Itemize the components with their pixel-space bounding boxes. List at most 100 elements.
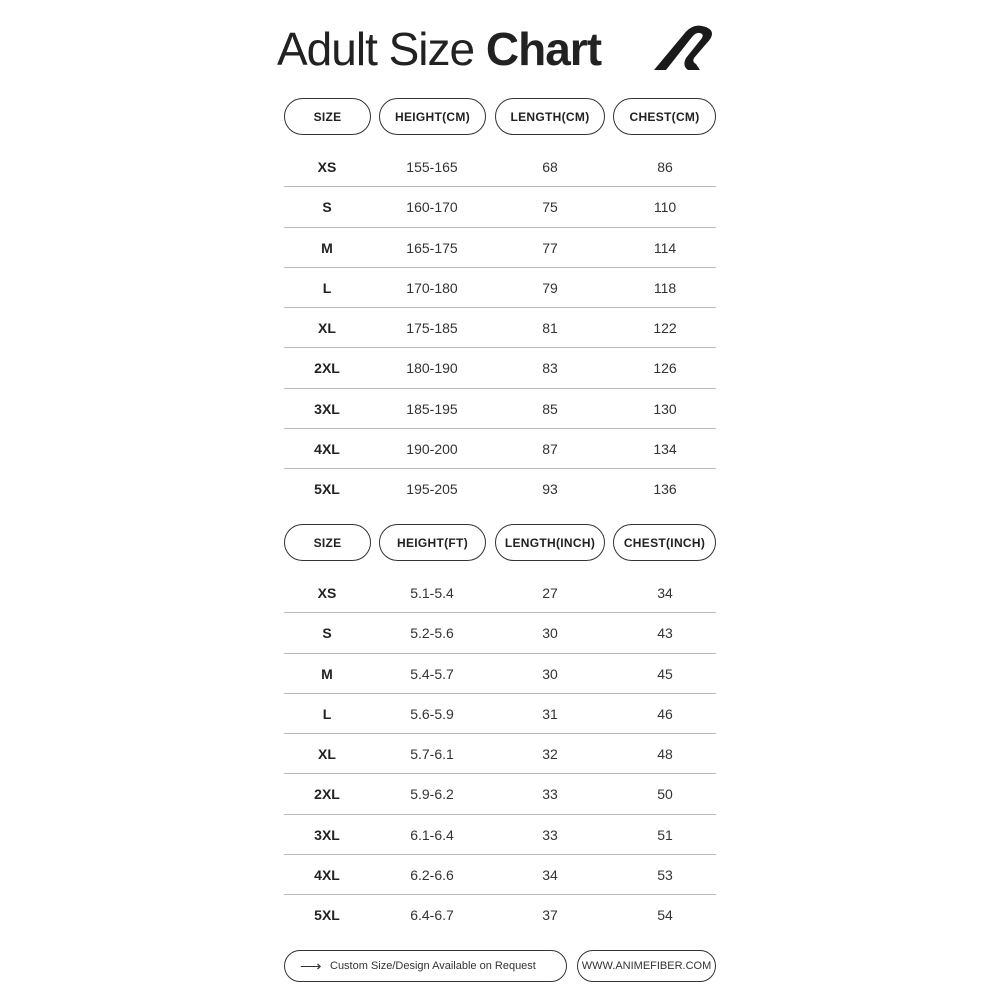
custom-request-label: Custom Size/Design Available on Request (330, 960, 536, 972)
value-cell: 165-175 (406, 239, 458, 256)
website-link[interactable]: WWW.ANIMEFIBER.COM (577, 950, 716, 982)
brand-logo-icon (654, 25, 712, 70)
value-cell: 79 (542, 279, 558, 296)
table-row: 2XL 5.9-6.2 33 50 (284, 774, 716, 815)
value-cell: 32 (542, 746, 558, 763)
value-cell: 136 (653, 481, 677, 498)
size-cell: L (322, 279, 332, 296)
value-cell: 160-170 (406, 199, 458, 216)
page-title: Adult Size Chart (277, 22, 602, 76)
website-label: WWW.ANIMEFIBER.COM (581, 960, 712, 972)
value-cell: 68 (542, 159, 558, 175)
value-cell: 114 (653, 239, 677, 256)
table-row: L 170-180 79 118 (284, 268, 716, 309)
value-cell: 30 (542, 665, 558, 682)
table-row: XL 5.7-6.1 32 48 (284, 734, 716, 775)
value-cell: 77 (542, 239, 558, 256)
value-cell: 118 (653, 279, 677, 296)
size-cell: 5XL (314, 907, 340, 924)
column-header: SIZE (284, 524, 371, 561)
size-cell: 4XL (314, 441, 340, 458)
table-row: M 165-175 77 114 (284, 228, 716, 268)
size-cell: XL (318, 746, 336, 763)
value-cell: 48 (657, 746, 673, 763)
value-cell: 45 (657, 665, 673, 682)
custom-request-pill: ⟶ Custom Size/Design Available on Reques… (284, 950, 567, 982)
value-cell: 5.6-5.9 (410, 705, 454, 722)
value-cell: 30 (542, 625, 558, 642)
value-cell: 43 (657, 625, 673, 642)
table-row: 3XL 185-195 85 130 (284, 389, 716, 430)
column-header: LENGTH(CM) (495, 98, 605, 135)
value-cell: 190-200 (406, 441, 458, 458)
value-cell: 86 (657, 159, 673, 175)
value-cell: 34 (542, 867, 558, 884)
size-cell: 5XL (314, 481, 340, 498)
size-cell: S (322, 199, 332, 216)
size-cell: XS (317, 159, 337, 175)
table-row: XS 5.1-5.4 27 34 (284, 573, 716, 614)
value-cell: 6.1-6.4 (410, 826, 454, 843)
table-row: XS 155-165 68 86 (284, 147, 716, 188)
value-cell: 5.4-5.7 (410, 665, 454, 682)
column-header: HEIGHT(FT) (379, 524, 486, 561)
column-header: SIZE (284, 98, 371, 135)
value-cell: 6.2-6.6 (410, 867, 454, 884)
value-cell: 53 (657, 867, 673, 884)
arrow-right-icon: ⟶ (300, 958, 322, 975)
value-cell: 31 (542, 705, 558, 722)
value-cell: 83 (542, 360, 558, 377)
table-header: SIZE HEIGHT(CM) LENGTH(CM) CHEST(CM) (284, 98, 716, 135)
column-header: CHEST(CM) (613, 98, 716, 135)
title-light: Adult Size (277, 23, 486, 75)
column-header: CHEST(INCH) (613, 524, 716, 561)
table-header: SIZE HEIGHT(FT) LENGTH(INCH) CHEST(INCH) (284, 524, 716, 561)
size-table-metric: SIZE HEIGHT(CM) LENGTH(CM) CHEST(CM) XS 155-1… (284, 98, 716, 510)
size-cell: S (322, 625, 332, 642)
table-row: XL 175-185 81 122 (284, 308, 716, 349)
size-table-imperial: SIZE HEIGHT(FT) LENGTH(INCH) CHEST(INCH) XS 5… (284, 524, 716, 936)
table-row: 4XL 6.2-6.6 34 53 (284, 855, 716, 896)
value-cell: 5.9-6.2 (410, 786, 454, 803)
value-cell: 134 (653, 441, 677, 458)
value-cell: 170-180 (406, 279, 458, 296)
value-cell: 180-190 (406, 360, 458, 377)
table-row: 2XL 180-190 83 126 (284, 348, 716, 389)
value-cell: 5.7-6.1 (410, 746, 454, 763)
value-cell: 130 (653, 400, 677, 417)
value-cell: 175-185 (406, 320, 458, 337)
table-row: S 5.2-5.6 30 43 (284, 613, 716, 654)
value-cell: 155-165 (406, 159, 458, 175)
value-cell: 93 (542, 481, 558, 498)
table-row: L 5.6-5.9 31 46 (284, 694, 716, 735)
value-cell: 33 (542, 826, 558, 843)
size-cell: 2XL (314, 360, 340, 377)
value-cell: 27 (542, 585, 558, 601)
value-cell: 110 (653, 199, 677, 216)
size-cell: 2XL (314, 786, 340, 803)
size-cell: 3XL (314, 400, 340, 417)
value-cell: 50 (657, 786, 673, 803)
value-cell: 75 (542, 199, 558, 216)
size-cell: XL (318, 320, 336, 337)
value-cell: 126 (653, 360, 677, 377)
table-row: 4XL 190-200 87 134 (284, 429, 716, 470)
value-cell: 81 (542, 320, 558, 337)
size-cell: L (322, 705, 332, 722)
size-cell: 3XL (314, 826, 340, 843)
column-header: HEIGHT(CM) (379, 98, 486, 135)
value-cell: 51 (657, 826, 673, 843)
size-cell: M (321, 239, 333, 256)
value-cell: 33 (542, 786, 558, 803)
table-row: M 5.4-5.7 30 45 (284, 654, 716, 694)
value-cell: 46 (657, 705, 673, 722)
value-cell: 5.2-5.6 (410, 625, 454, 642)
value-cell: 54 (657, 907, 673, 924)
value-cell: 185-195 (406, 400, 458, 417)
value-cell: 195-205 (406, 481, 458, 498)
value-cell: 6.4-6.7 (410, 907, 454, 924)
table-row: 3XL 6.1-6.4 33 51 (284, 815, 716, 856)
table-row: 5XL 6.4-6.7 37 54 (284, 895, 716, 935)
size-cell: XS (317, 585, 337, 601)
size-cell: M (321, 665, 333, 682)
